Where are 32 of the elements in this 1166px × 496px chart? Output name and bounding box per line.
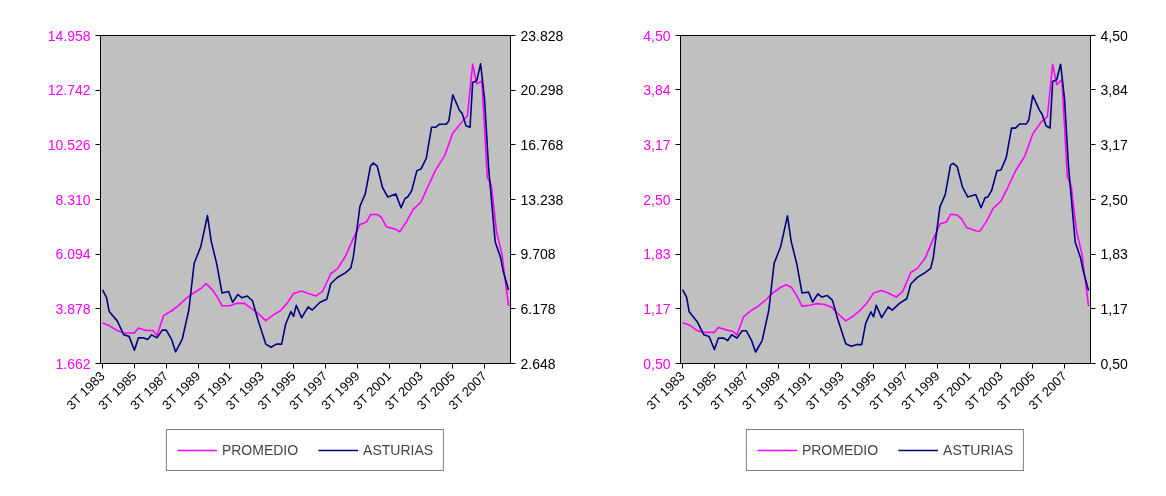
y2-tick-label: 9.708 xyxy=(520,246,556,263)
y2-tick-label: 1,17 xyxy=(1100,300,1128,317)
y2-tick-label: 13.238 xyxy=(520,191,564,208)
y2-tick-label: 6.178 xyxy=(520,300,556,317)
legend-label: PROMEDIO xyxy=(221,442,299,458)
y2-tick-label: 23.828 xyxy=(520,27,564,44)
y-tick-label: 2,50 xyxy=(643,191,671,208)
y-tick-label: 10.526 xyxy=(47,136,91,153)
y2-tick-label: 4,50 xyxy=(1100,27,1128,44)
y2-tick-label: 16.768 xyxy=(520,136,564,153)
y-tick-label: 1,17 xyxy=(643,300,671,317)
y2-tick-label: 2,50 xyxy=(1100,191,1128,208)
y-tick-label: 0,50 xyxy=(643,355,671,372)
y2-tick-label: 3,84 xyxy=(1100,81,1128,98)
y-tick-label: 6.094 xyxy=(55,246,91,263)
y-tick-label: 12.742 xyxy=(47,82,91,99)
y-tick-label: 3,84 xyxy=(643,81,671,98)
y2-tick-label: 20.298 xyxy=(520,82,564,99)
legend-label: PROMEDIO xyxy=(801,442,879,458)
y-tick-label: 8.310 xyxy=(55,191,91,208)
y-tick-label: 4,50 xyxy=(643,27,671,44)
legend-label: ASTURIAS xyxy=(363,442,434,458)
y-tick-label: 1,83 xyxy=(643,246,671,263)
y-tick-label: 1.662 xyxy=(55,355,91,372)
legend-label: ASTURIAS xyxy=(943,442,1014,458)
y2-tick-label: 2.648 xyxy=(520,355,556,372)
y-tick-label: 3,17 xyxy=(643,136,671,153)
y-tick-label: 3.878 xyxy=(55,300,91,317)
y2-tick-label: 0,50 xyxy=(1100,355,1128,372)
y-tick-label: 14.958 xyxy=(47,27,91,44)
y2-tick-label: 3,17 xyxy=(1100,136,1128,153)
y2-tick-label: 1,83 xyxy=(1100,246,1128,263)
